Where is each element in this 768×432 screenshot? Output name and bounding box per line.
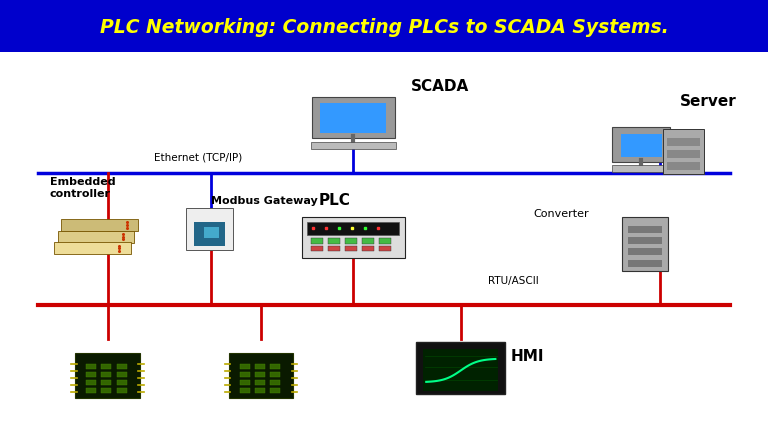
Bar: [117, 388, 127, 393]
FancyBboxPatch shape: [345, 238, 357, 244]
Text: PLC Networking: Connecting PLCs to SCADA Systems.: PLC Networking: Connecting PLCs to SCADA…: [100, 18, 668, 37]
FancyBboxPatch shape: [328, 246, 340, 251]
Bar: [270, 364, 280, 369]
FancyBboxPatch shape: [75, 353, 140, 398]
FancyBboxPatch shape: [345, 246, 357, 251]
FancyBboxPatch shape: [307, 222, 399, 235]
FancyBboxPatch shape: [416, 342, 505, 394]
FancyBboxPatch shape: [663, 129, 704, 174]
Text: Ethernet (TCP/IP): Ethernet (TCP/IP): [154, 152, 242, 162]
Bar: [255, 364, 265, 369]
Bar: [86, 388, 96, 393]
Bar: [117, 364, 127, 369]
FancyBboxPatch shape: [0, 0, 768, 52]
Text: Embedded
controller: Embedded controller: [50, 177, 115, 199]
Bar: [101, 364, 111, 369]
Bar: [667, 138, 700, 146]
Bar: [117, 372, 127, 377]
Bar: [628, 237, 662, 244]
Bar: [270, 380, 280, 385]
Bar: [240, 364, 250, 369]
FancyBboxPatch shape: [186, 208, 233, 250]
FancyBboxPatch shape: [611, 165, 671, 172]
Bar: [255, 380, 265, 385]
Bar: [628, 226, 662, 233]
Text: PLC: PLC: [318, 194, 350, 208]
Text: Server: Server: [680, 94, 737, 109]
Text: RTU/ASCII: RTU/ASCII: [488, 276, 538, 286]
Bar: [101, 372, 111, 377]
Text: SCADA: SCADA: [411, 79, 469, 94]
FancyBboxPatch shape: [622, 217, 667, 271]
Bar: [667, 150, 700, 158]
Bar: [270, 372, 280, 377]
Bar: [667, 162, 700, 170]
Bar: [628, 260, 662, 267]
FancyBboxPatch shape: [61, 219, 138, 231]
Bar: [101, 388, 111, 393]
Bar: [255, 388, 265, 393]
FancyBboxPatch shape: [194, 222, 225, 246]
Bar: [86, 364, 96, 369]
FancyBboxPatch shape: [362, 246, 374, 251]
Bar: [240, 380, 250, 385]
Bar: [240, 372, 250, 377]
FancyBboxPatch shape: [423, 349, 498, 391]
Bar: [86, 372, 96, 377]
FancyBboxPatch shape: [621, 134, 662, 157]
FancyBboxPatch shape: [328, 238, 340, 244]
FancyBboxPatch shape: [58, 231, 134, 243]
FancyBboxPatch shape: [320, 103, 386, 133]
Text: Modbus Gateway: Modbus Gateway: [211, 196, 318, 206]
FancyBboxPatch shape: [229, 353, 293, 398]
FancyBboxPatch shape: [311, 238, 323, 244]
FancyBboxPatch shape: [379, 238, 391, 244]
Bar: [240, 388, 250, 393]
Bar: [86, 380, 96, 385]
Bar: [255, 372, 265, 377]
FancyBboxPatch shape: [612, 127, 670, 162]
Text: HMI: HMI: [511, 349, 545, 364]
Text: Converter: Converter: [534, 209, 589, 219]
FancyBboxPatch shape: [302, 217, 405, 258]
FancyBboxPatch shape: [311, 142, 396, 149]
Bar: [270, 388, 280, 393]
FancyBboxPatch shape: [379, 246, 391, 251]
FancyBboxPatch shape: [362, 238, 374, 244]
Bar: [628, 248, 662, 255]
Bar: [117, 380, 127, 385]
FancyBboxPatch shape: [311, 246, 323, 251]
FancyBboxPatch shape: [204, 227, 219, 238]
Bar: [101, 380, 111, 385]
FancyBboxPatch shape: [54, 242, 131, 254]
FancyBboxPatch shape: [312, 97, 395, 138]
